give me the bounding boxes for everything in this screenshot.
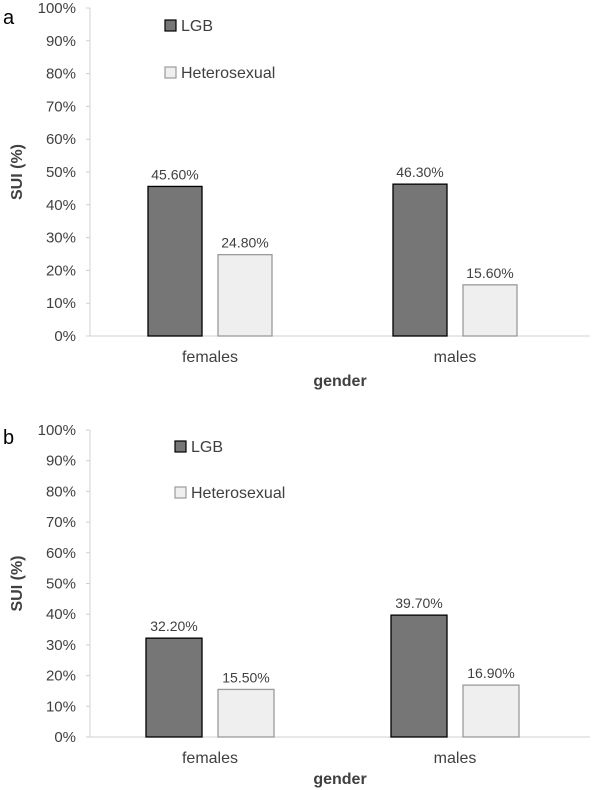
y-tick-label: 70% xyxy=(46,514,76,531)
bar-lgb-females xyxy=(145,637,203,738)
legend-label-heterosexual: Heterosexual xyxy=(191,485,285,502)
y-tick-label: 80% xyxy=(46,66,76,83)
chart-panel-a: a 0% 10% 20% 30% 40% 50% 60% 70% 80% 90% 100% SUI (%… xyxy=(3,0,590,390)
y-tick-label: 40% xyxy=(46,606,76,623)
data-label: 15.60% xyxy=(466,265,513,281)
panel-label: b xyxy=(3,427,14,449)
data-label: 46.30% xyxy=(396,164,443,180)
bar-heterosexual-males xyxy=(462,684,520,738)
x-axis-title: gender xyxy=(313,771,366,788)
data-label: 32.20% xyxy=(150,618,197,634)
legend-swatch-lgb xyxy=(174,440,187,453)
y-tick-label: 30% xyxy=(46,230,76,247)
y-tick-label: 100% xyxy=(38,0,76,17)
y-tick-label: 50% xyxy=(46,576,76,593)
bar-lgb-males xyxy=(392,183,448,337)
legend-swatch-lgb xyxy=(164,19,177,32)
data-label: 15.50% xyxy=(222,669,269,685)
y-tick-label: 40% xyxy=(46,197,76,214)
y-axis-title: SUI (%) xyxy=(9,144,26,200)
chart-panel-b: b 0% 10% 20% 30% 40% 50% 60% 70% 80% 90% 100% SUI (%… xyxy=(3,422,590,788)
y-tick-label: 0% xyxy=(54,328,76,345)
y-tick-label: 0% xyxy=(54,729,76,746)
legend-label-heterosexual: Heterosexual xyxy=(181,65,275,82)
x-tick-label: females xyxy=(182,349,238,366)
y-axis-title: SUI (%) xyxy=(9,556,26,612)
bar-heterosexual-females xyxy=(217,254,273,337)
y-tick-label: 90% xyxy=(46,453,76,470)
bar-heterosexual-males xyxy=(462,284,518,337)
x-axis-title: gender xyxy=(313,373,366,390)
data-label: 45.60% xyxy=(151,166,198,182)
y-tick-label: 30% xyxy=(46,637,76,654)
y-tick-label: 60% xyxy=(46,545,76,562)
bar-heterosexual-females xyxy=(217,688,275,738)
panel-label: a xyxy=(3,7,15,29)
y-tick-label: 90% xyxy=(46,33,76,50)
y-tick-label: 20% xyxy=(46,668,76,685)
y-tick-label: 60% xyxy=(46,131,76,148)
legend-label-lgb: LGB xyxy=(181,18,213,35)
y-tick-label: 70% xyxy=(46,98,76,115)
legend-label-lgb: LGB xyxy=(191,439,223,456)
bar-lgb-males xyxy=(390,614,448,738)
legend-swatch-heterosexual xyxy=(174,486,187,499)
data-label: 24.80% xyxy=(221,235,268,251)
data-label: 39.70% xyxy=(395,595,442,611)
legend-swatch-heterosexual xyxy=(164,66,177,79)
y-tick-label: 20% xyxy=(46,262,76,279)
data-label: 16.90% xyxy=(467,665,514,681)
x-tick-label: females xyxy=(182,750,238,767)
x-tick-label: males xyxy=(434,349,477,366)
y-tick-label: 100% xyxy=(38,422,76,439)
x-tick-label: males xyxy=(434,750,477,767)
y-tick-label: 50% xyxy=(46,164,76,181)
y-tick-label: 80% xyxy=(46,483,76,500)
y-tick-label: 10% xyxy=(46,698,76,715)
bar-lgb-females xyxy=(147,185,203,337)
y-tick-label: 10% xyxy=(46,295,76,312)
